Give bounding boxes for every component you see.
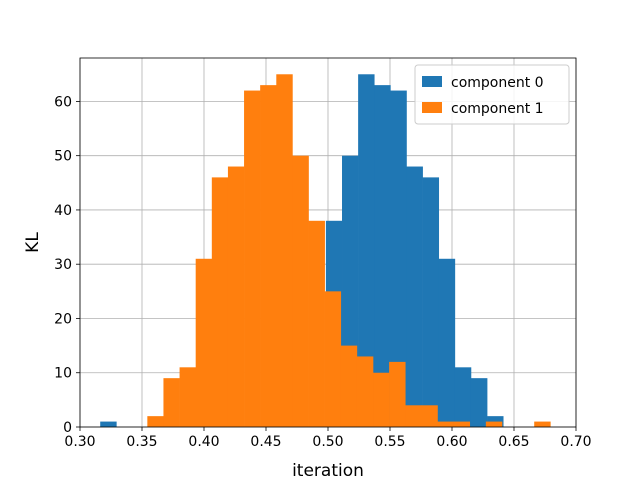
y-tick-label: 50	[54, 149, 72, 165]
histogram-bar	[163, 378, 180, 427]
y-tick-label: 60	[54, 94, 72, 110]
y-tick-label: 40	[54, 203, 72, 219]
legend-box	[414, 64, 570, 125]
histogram-bar	[308, 220, 325, 427]
histogram-bar	[534, 421, 551, 427]
histogram-bar	[453, 421, 471, 427]
x-tick-label: 0.70	[560, 434, 591, 450]
x-tick-label: 0.50	[312, 434, 343, 450]
y-axis-ticks: 0 10 20 30 40 50 60	[54, 94, 80, 436]
x-tick-label: 0.65	[498, 434, 529, 450]
histogram-bar	[390, 90, 407, 427]
histogram-bar	[389, 361, 406, 427]
histogram-bar	[374, 85, 391, 427]
x-tick-label: 0.55	[374, 434, 405, 450]
histogram-bar	[227, 166, 245, 427]
x-tick-label: 0.45	[250, 434, 281, 450]
histogram-bar	[406, 166, 423, 427]
histogram-bar	[211, 177, 229, 427]
histogram-bar	[179, 367, 196, 427]
x-tick-label: 0.35	[126, 434, 157, 450]
histogram-bars	[100, 74, 551, 428]
histogram-bar	[100, 421, 117, 427]
legend-label: component 1	[451, 101, 544, 117]
histogram-bar	[438, 258, 456, 427]
x-axis-ticks: 0.30 0.35 0.40 0.45 0.50 0.55 0.60 0.65 0.70	[64, 427, 592, 450]
y-tick-label: 30	[54, 257, 72, 273]
histogram-bar	[470, 378, 488, 427]
x-tick-label: 0.60	[436, 434, 467, 450]
histogram-bar	[147, 416, 164, 427]
histogram-bar	[292, 155, 309, 428]
histogram-bar	[422, 177, 440, 427]
legend: component 0 component 1	[414, 64, 570, 125]
histogram-bar	[195, 258, 213, 427]
histogram-bar	[373, 372, 390, 427]
histogram-bar	[485, 421, 503, 427]
histogram-bar	[324, 291, 342, 427]
y-axis-label: KL	[23, 232, 43, 253]
x-tick-label: 0.40	[188, 434, 219, 450]
y-tick-label: 0	[63, 420, 72, 436]
histogram-bar	[356, 356, 374, 427]
legend-label: component 0	[451, 75, 544, 91]
histogram-bar	[340, 345, 358, 427]
legend-swatch	[422, 76, 442, 87]
legend-swatch	[422, 102, 442, 113]
histogram-bar	[358, 74, 375, 427]
histogram-bar	[405, 405, 422, 427]
histogram-bar	[260, 85, 277, 427]
histogram-bar	[421, 405, 438, 427]
series-1-bars	[147, 74, 551, 428]
y-tick-label: 10	[54, 366, 72, 382]
series-0-bars	[100, 74, 504, 428]
histogram-bar	[276, 74, 293, 427]
y-tick-label: 20	[54, 311, 72, 327]
x-axis-label: iteration	[292, 461, 364, 480]
histogram-bar	[244, 90, 261, 427]
histogram-bar	[437, 421, 454, 427]
x-tick-label: 0.30	[64, 434, 95, 450]
histogram-bar	[454, 367, 472, 427]
